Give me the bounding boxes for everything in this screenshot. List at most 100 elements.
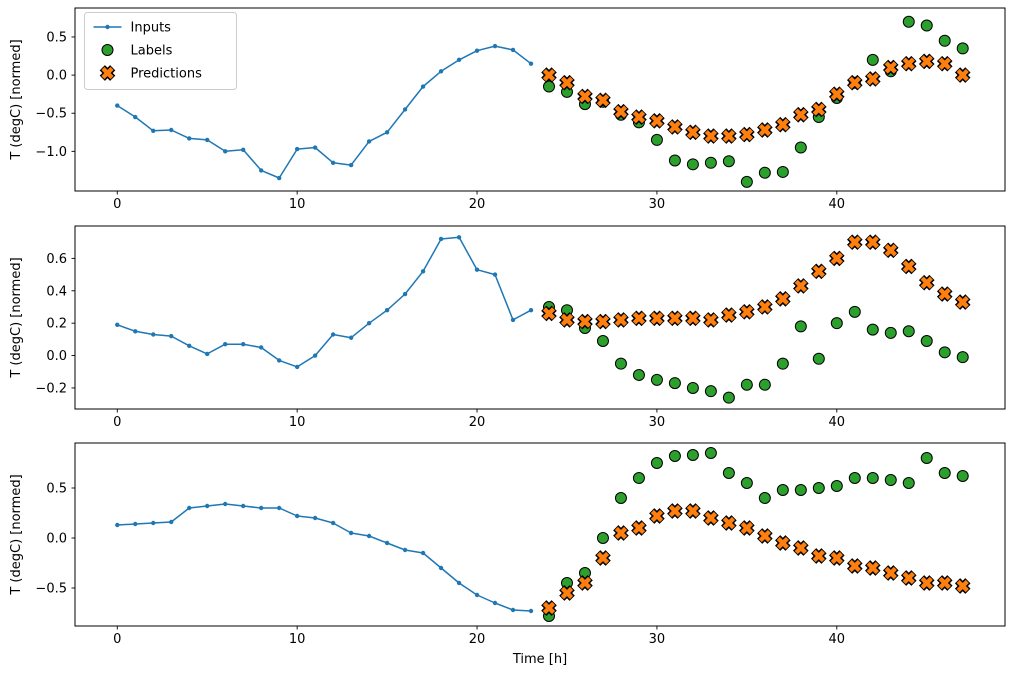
inputs-marker xyxy=(528,308,534,313)
labels-marker xyxy=(776,165,789,178)
labels-marker xyxy=(848,305,861,318)
inputs-marker xyxy=(456,57,462,63)
inputs-marker xyxy=(402,547,408,553)
x-tick-label: 10 xyxy=(289,197,306,212)
predictions-marker xyxy=(830,252,843,265)
inputs-marker xyxy=(456,235,462,240)
inputs-marker xyxy=(312,353,318,358)
labels-marker xyxy=(758,166,771,179)
labels-marker xyxy=(866,472,879,484)
inputs-marker xyxy=(205,503,210,509)
labels-marker xyxy=(902,325,915,338)
inputs-marker xyxy=(492,272,498,277)
inputs-marker xyxy=(133,329,138,334)
predictions-marker xyxy=(812,549,825,563)
labels-marker xyxy=(848,472,861,484)
labels-marker xyxy=(722,467,735,479)
x-tick-label: 0 xyxy=(113,197,121,212)
legend-entry-label: Labels xyxy=(131,44,173,59)
predictions-marker xyxy=(668,504,682,518)
predictions-marker xyxy=(938,287,951,301)
predictions-marker xyxy=(776,118,789,131)
predictions-marker xyxy=(812,265,825,278)
labels-marker xyxy=(686,449,699,461)
predictions-marker xyxy=(884,61,897,74)
predictions-marker xyxy=(902,57,915,70)
inputs-marker xyxy=(384,540,390,546)
labels-marker xyxy=(956,351,969,364)
inputs-marker xyxy=(402,291,408,297)
y-tick-label: 0.5 xyxy=(46,30,67,45)
inputs-marker xyxy=(348,162,354,168)
x-tick-label: 0 xyxy=(113,632,121,647)
inputs-marker xyxy=(366,139,372,144)
predictions-marker xyxy=(866,72,879,86)
predictions-marker xyxy=(560,76,574,89)
legend-predictions-x-glyph xyxy=(101,66,114,80)
inputs-marker xyxy=(151,332,156,337)
labels-marker xyxy=(920,19,933,32)
labels-marker xyxy=(704,385,717,398)
labels-marker xyxy=(668,154,681,167)
predictions-marker xyxy=(794,279,807,293)
y-tick-label: 0.5 xyxy=(46,482,67,497)
legend-entry-label: Predictions xyxy=(131,67,203,82)
labels-marker xyxy=(938,34,951,47)
x-tick-label: 30 xyxy=(649,415,666,430)
inputs-marker xyxy=(223,149,228,154)
predictions-marker xyxy=(686,504,700,518)
predictions-marker xyxy=(920,576,933,590)
labels-marker xyxy=(938,346,951,359)
predictions-marker xyxy=(830,88,843,101)
predictions-marker xyxy=(578,90,592,103)
inputs-marker xyxy=(492,43,498,49)
inputs-marker xyxy=(474,48,480,53)
predictions-marker xyxy=(758,300,772,314)
predictions-marker xyxy=(686,126,700,139)
predictions-marker xyxy=(884,244,897,257)
x-tick-label: 0 xyxy=(113,415,121,430)
inputs-marker xyxy=(510,317,516,323)
inputs-marker xyxy=(276,505,282,511)
labels-marker xyxy=(830,480,843,492)
inputs-marker xyxy=(187,343,192,349)
predictions-marker xyxy=(596,94,610,107)
predictions-marker xyxy=(740,128,754,141)
x-axis-label: Time [h] xyxy=(512,652,567,667)
legend: Inputs Labels Predictions xyxy=(84,12,237,90)
inputs-marker xyxy=(187,136,192,141)
labels-marker xyxy=(776,357,789,370)
y-tick-label: 0.0 xyxy=(46,69,67,84)
predictions-marker xyxy=(848,236,861,249)
labels-marker xyxy=(758,378,771,391)
predictions-marker xyxy=(542,307,556,320)
y-tick-label: −0.5 xyxy=(35,582,67,597)
labels-marker xyxy=(956,470,969,482)
legend-box xyxy=(84,12,237,90)
predictions-marker xyxy=(614,105,628,118)
labels-marker xyxy=(650,457,663,469)
predictions-marker xyxy=(542,601,556,615)
x-tick-label: 40 xyxy=(829,415,846,430)
labels-marker xyxy=(596,334,609,347)
inputs-marker xyxy=(456,580,462,586)
inputs-marker xyxy=(115,103,120,108)
inputs-marker xyxy=(420,550,426,556)
predictions-marker xyxy=(794,108,807,121)
legend-labels-circle-glyph xyxy=(101,44,114,56)
labels-marker xyxy=(740,477,753,489)
inputs-marker xyxy=(205,137,210,143)
inputs-marker xyxy=(223,342,228,347)
predictions-marker xyxy=(830,551,843,565)
inputs-marker xyxy=(115,322,120,327)
predictions-marker xyxy=(686,312,700,325)
labels-marker xyxy=(704,156,717,169)
inputs-marker xyxy=(528,61,534,66)
y-tick-label: 0.0 xyxy=(46,532,67,547)
inputs-marker xyxy=(438,565,444,571)
y-tick-label: 0.4 xyxy=(46,284,67,299)
predictions-marker xyxy=(884,566,897,580)
legend-inputs-dot-glyph xyxy=(105,24,110,30)
plot-area xyxy=(75,226,1005,409)
